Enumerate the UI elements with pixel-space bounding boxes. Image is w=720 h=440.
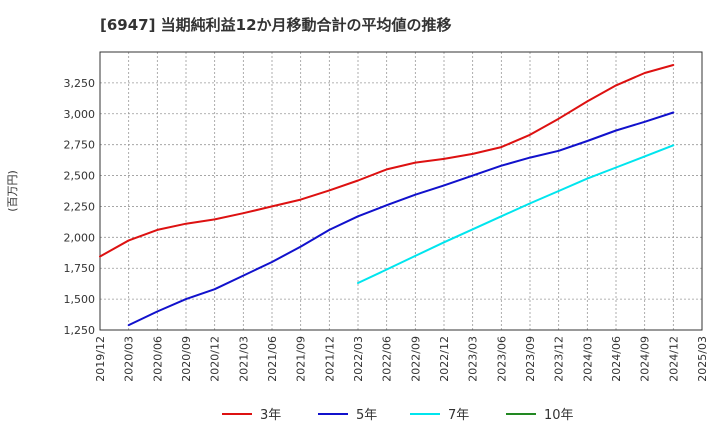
legend-label: 10年 xyxy=(544,408,574,423)
series-lines xyxy=(99,64,675,327)
series-line-5年 xyxy=(127,111,675,327)
axes: 2019/12 2020/03 2020/06 2020/09 2020/12 2021/… xyxy=(6,51,709,382)
chart-title: [6947] 当期純利益12か月移動合計の平均値の推移 xyxy=(100,16,452,34)
x-tick-label: 2021/12 xyxy=(323,336,336,382)
y-axis-label: (百万円) xyxy=(6,170,19,212)
series-line-7年 xyxy=(357,144,675,284)
y-tick-label: 2,750 xyxy=(64,139,96,152)
x-tick-label: 2021/09 xyxy=(295,336,308,382)
x-tick-label: 2022/12 xyxy=(438,336,451,382)
x-tick-label: 2022/09 xyxy=(409,336,422,382)
x-tick-label: 2023/09 xyxy=(524,336,537,382)
x-tick-label: 2024/06 xyxy=(610,336,623,382)
x-tick-label: 2021/06 xyxy=(266,336,279,382)
x-tick-label: 2023/12 xyxy=(553,336,566,382)
grid xyxy=(99,52,703,331)
x-tick-label: 2024/09 xyxy=(639,336,652,382)
x-tick-label: 2020/06 xyxy=(151,336,164,382)
x-tick-label: 2025/03 xyxy=(696,336,709,382)
x-tick-label: 2024/12 xyxy=(667,336,680,382)
y-tick-label: 2,000 xyxy=(64,231,96,244)
x-tick-label: 2023/06 xyxy=(495,336,508,382)
series-line-3年 xyxy=(99,64,675,258)
x-tick-label: 2022/06 xyxy=(381,336,394,382)
y-tick-label: 2,250 xyxy=(64,200,96,213)
y-tick-label: 3,000 xyxy=(64,108,96,121)
legend-label: 7年 xyxy=(448,408,469,423)
x-tick-label: 2022/03 xyxy=(352,336,365,382)
plot-frame xyxy=(99,51,703,331)
x-tick-label: 2020/03 xyxy=(123,336,136,382)
y-tick-label: 3,250 xyxy=(64,77,96,90)
legend-label: 3年 xyxy=(260,408,281,423)
plot-area xyxy=(100,52,702,330)
x-tick-label: 2024/03 xyxy=(581,336,594,382)
y-tick-label: 2,500 xyxy=(64,170,96,183)
legend: 3年 5年 7年 10年 xyxy=(222,408,574,423)
x-tick-label: 2021/03 xyxy=(237,336,250,382)
x-tick-label: 2019/12 xyxy=(94,336,107,382)
x-tick-label: 2020/09 xyxy=(180,336,193,382)
y-tick-label: 1,250 xyxy=(64,324,96,337)
y-tick-label: 1,750 xyxy=(64,262,96,275)
x-tick-label: 2023/03 xyxy=(467,336,480,382)
y-tick-label: 1,500 xyxy=(64,293,96,306)
x-tick-label: 2020/12 xyxy=(209,336,222,382)
legend-label: 5年 xyxy=(356,408,377,423)
